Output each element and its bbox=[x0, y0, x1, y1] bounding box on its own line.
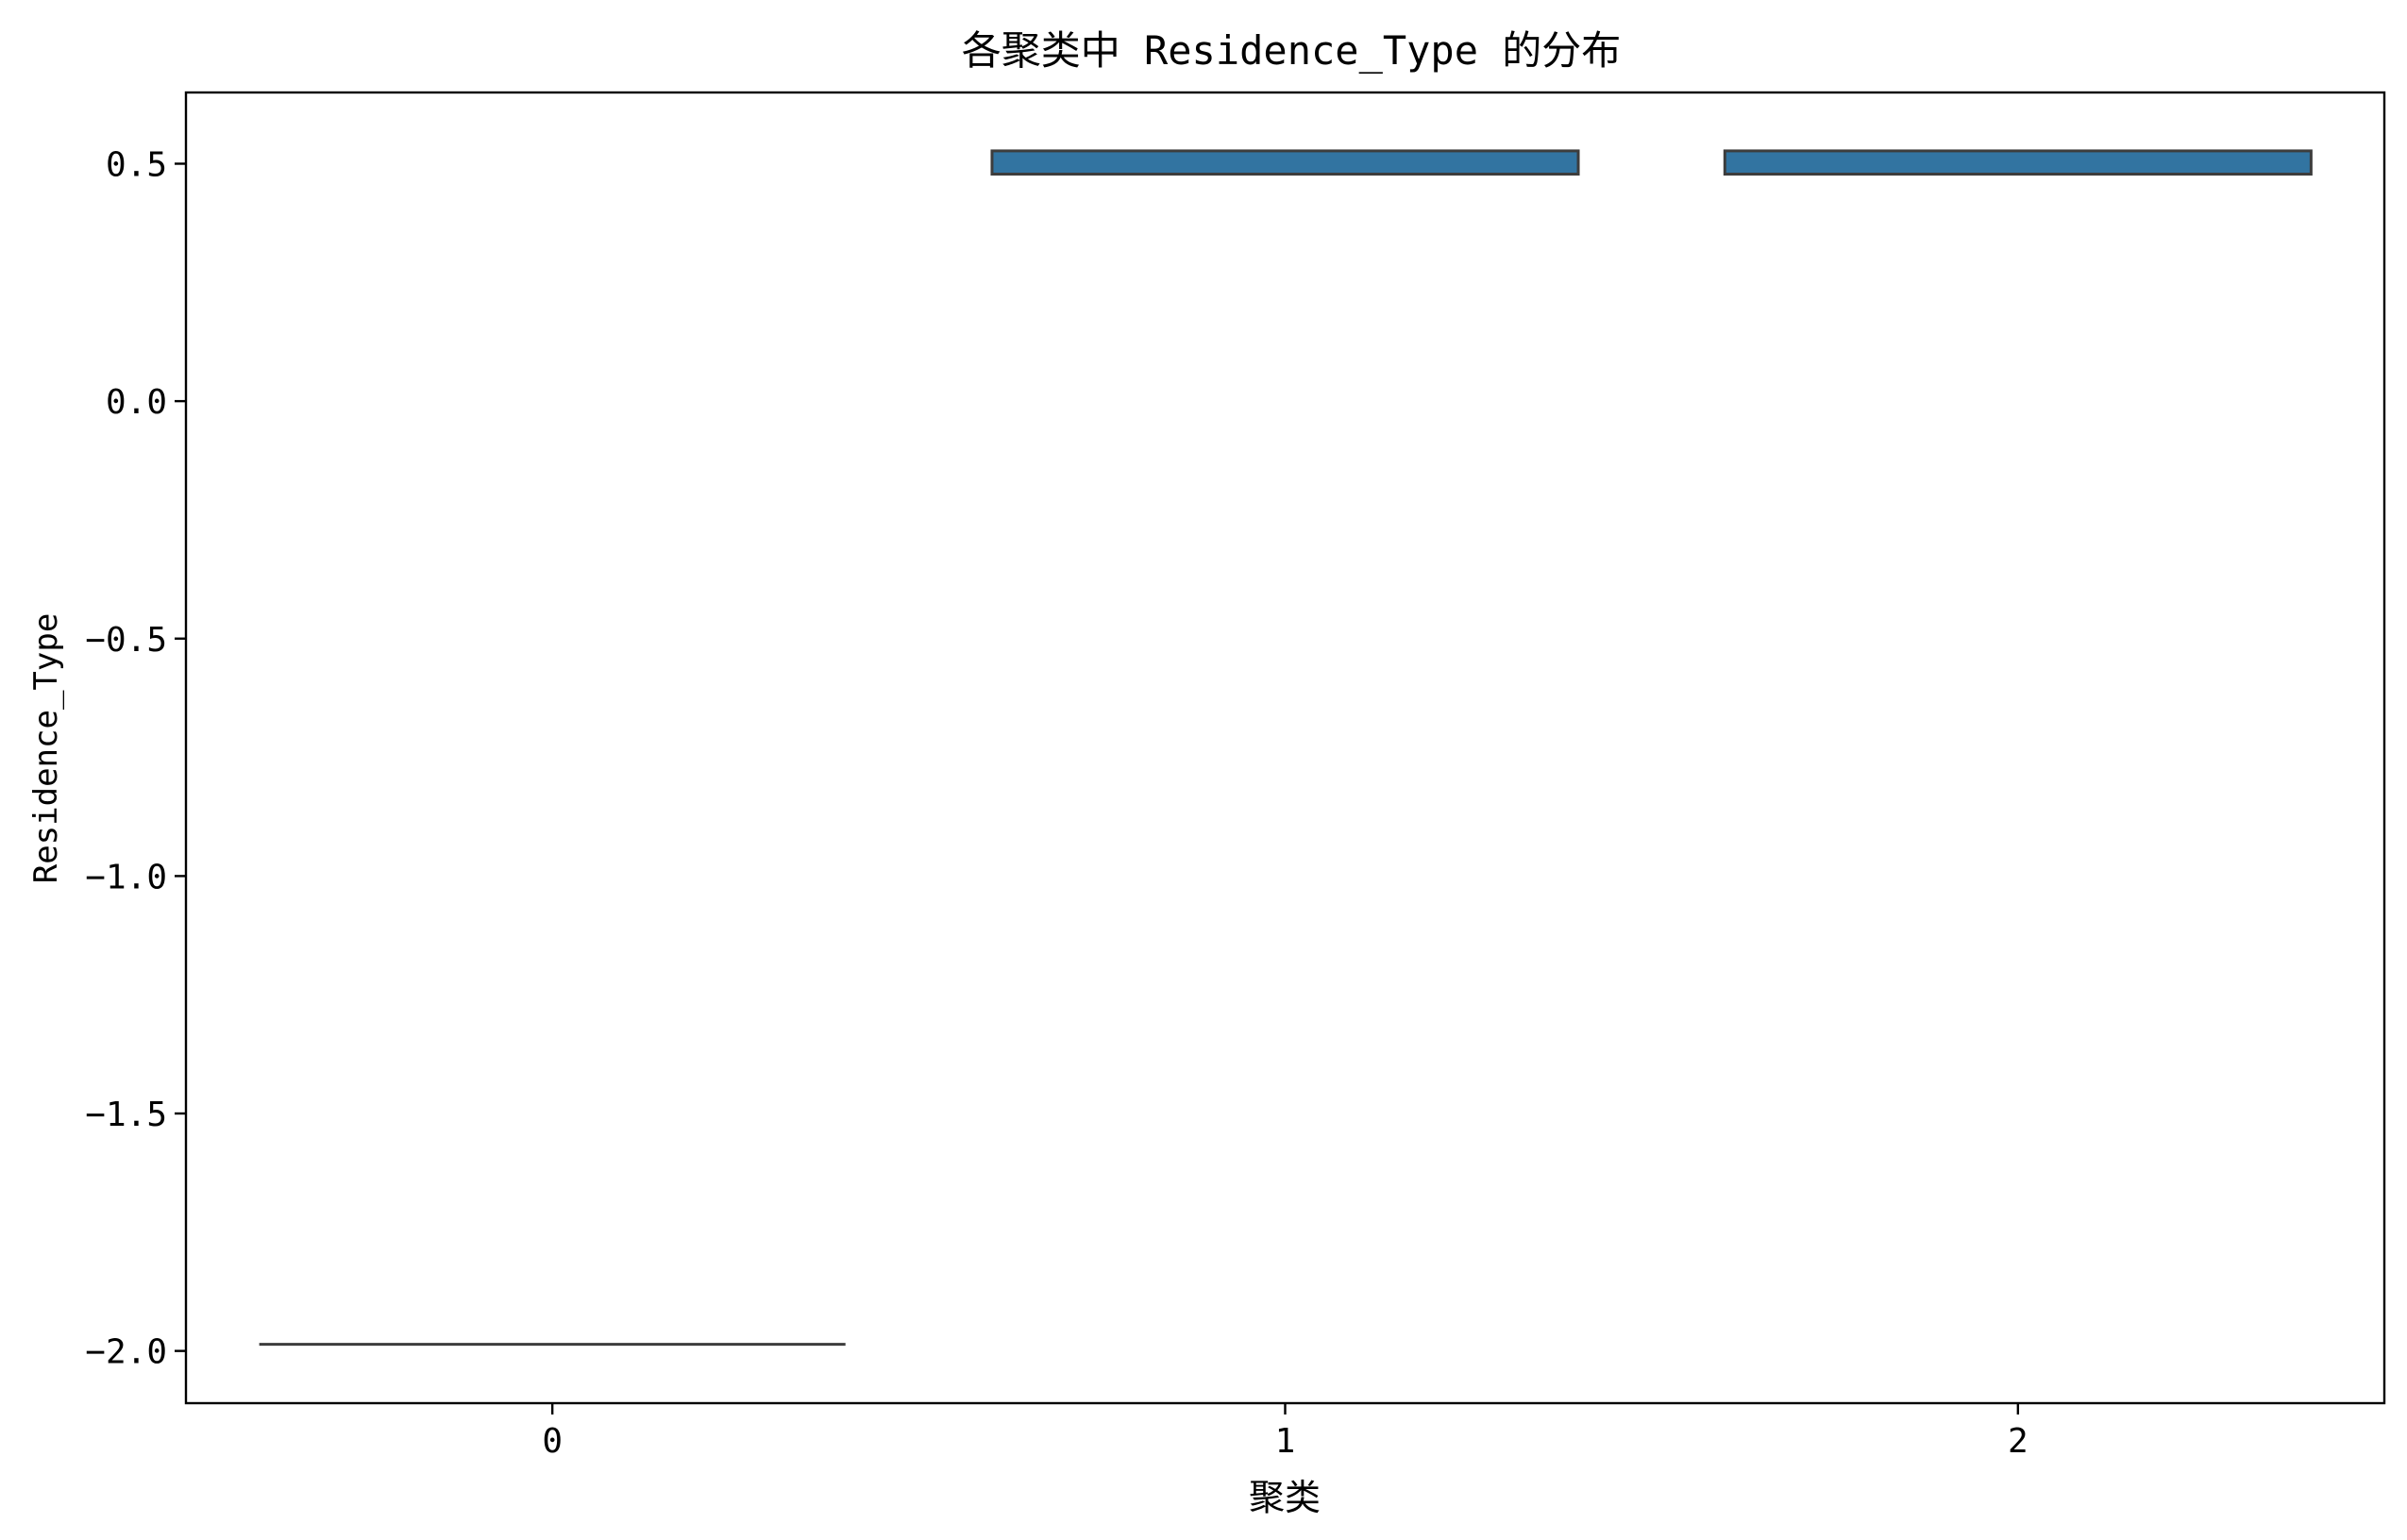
y-axis-label: Residence_Type bbox=[27, 613, 65, 884]
y-tick-label: −1.5 bbox=[85, 1096, 167, 1134]
y-tick-label: 0.5 bbox=[106, 145, 167, 184]
plot-area: 0.5 0.0 −0.5 −1.0 −1.5 −2.0 0 1 2 bbox=[85, 145, 2313, 1461]
x-tick-label: 1 bbox=[1275, 1422, 1296, 1461]
box-2 bbox=[1723, 149, 2313, 176]
chart-title: 各聚类中 Residence_Type 的分布 bbox=[962, 27, 1622, 74]
x-tick-label: 0 bbox=[542, 1422, 563, 1461]
x-tick-label: 2 bbox=[2008, 1422, 2028, 1461]
y-tick-label: −1.0 bbox=[85, 858, 167, 896]
x-axis-label: 聚类 bbox=[1249, 1477, 1321, 1518]
box-1 bbox=[990, 149, 1580, 176]
y-tick-label: −2.0 bbox=[85, 1333, 167, 1372]
y-tick-label: −0.5 bbox=[85, 621, 167, 660]
plot-frame bbox=[184, 91, 2386, 1405]
y-tick-label: 0.0 bbox=[106, 383, 167, 422]
